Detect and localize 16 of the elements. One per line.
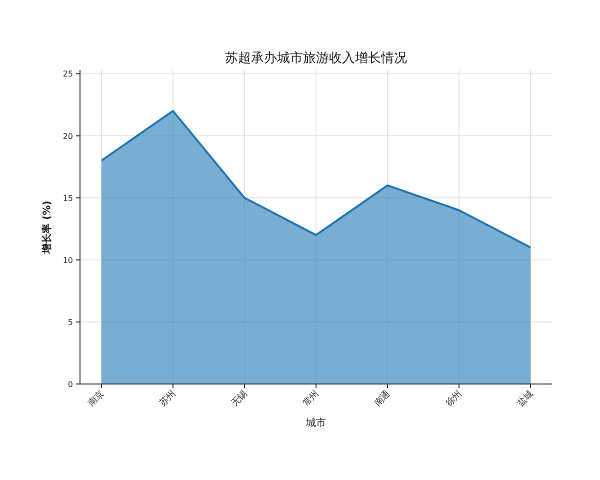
y-tick-label: 15 — [62, 194, 73, 203]
x-tick-label: 南通 — [372, 388, 393, 409]
x-tick-label: 盐城 — [515, 388, 536, 409]
x-axis-title: 城市 — [305, 417, 326, 429]
y-tick-label: 5 — [68, 318, 73, 327]
chart-title: 苏超承办城市旅游收入增长情况 — [225, 51, 407, 66]
x-tick-label: 苏州 — [158, 388, 178, 409]
y-tick-label: 0 — [68, 380, 73, 389]
y-tick-label: 10 — [62, 256, 73, 265]
x-tick-label: 无锡 — [229, 388, 250, 409]
x-tick-label: 常州 — [300, 388, 322, 409]
x-tick-label: 徐州 — [444, 388, 464, 409]
x-tick-label: 南京 — [86, 388, 107, 409]
y-tick-label: 25 — [62, 70, 73, 79]
y-tick-label: 20 — [62, 132, 73, 141]
y-axis-title: 增长率 (%) — [41, 200, 53, 254]
